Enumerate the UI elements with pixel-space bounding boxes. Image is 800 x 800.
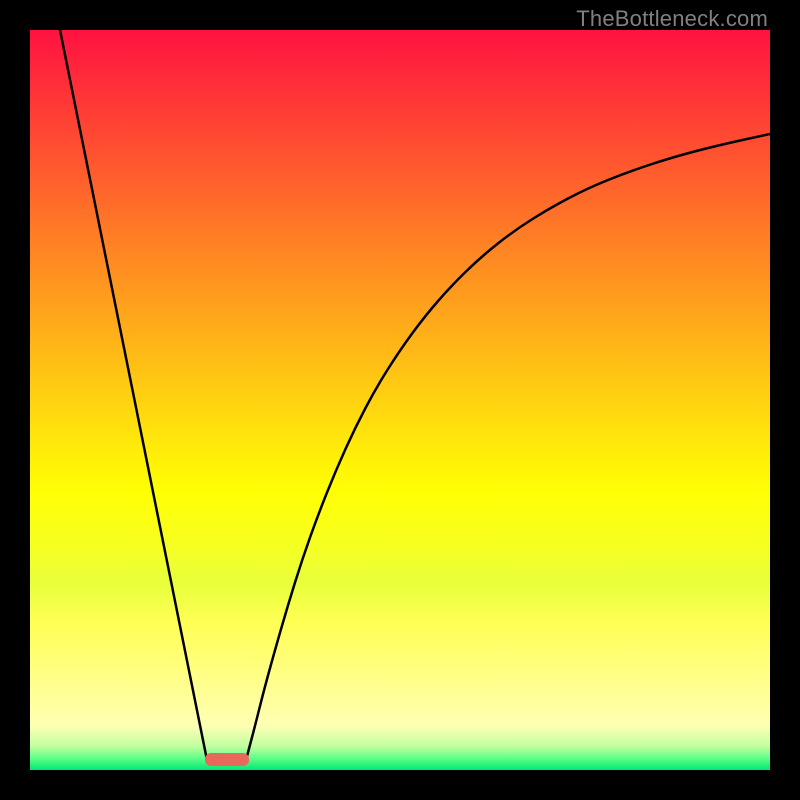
chart-frame: TheBottleneck.com	[0, 0, 800, 800]
plot-area	[30, 30, 770, 770]
valley-marker	[205, 753, 249, 766]
bottleneck-curve	[30, 30, 770, 770]
watermark-text: TheBottleneck.com	[576, 6, 768, 32]
